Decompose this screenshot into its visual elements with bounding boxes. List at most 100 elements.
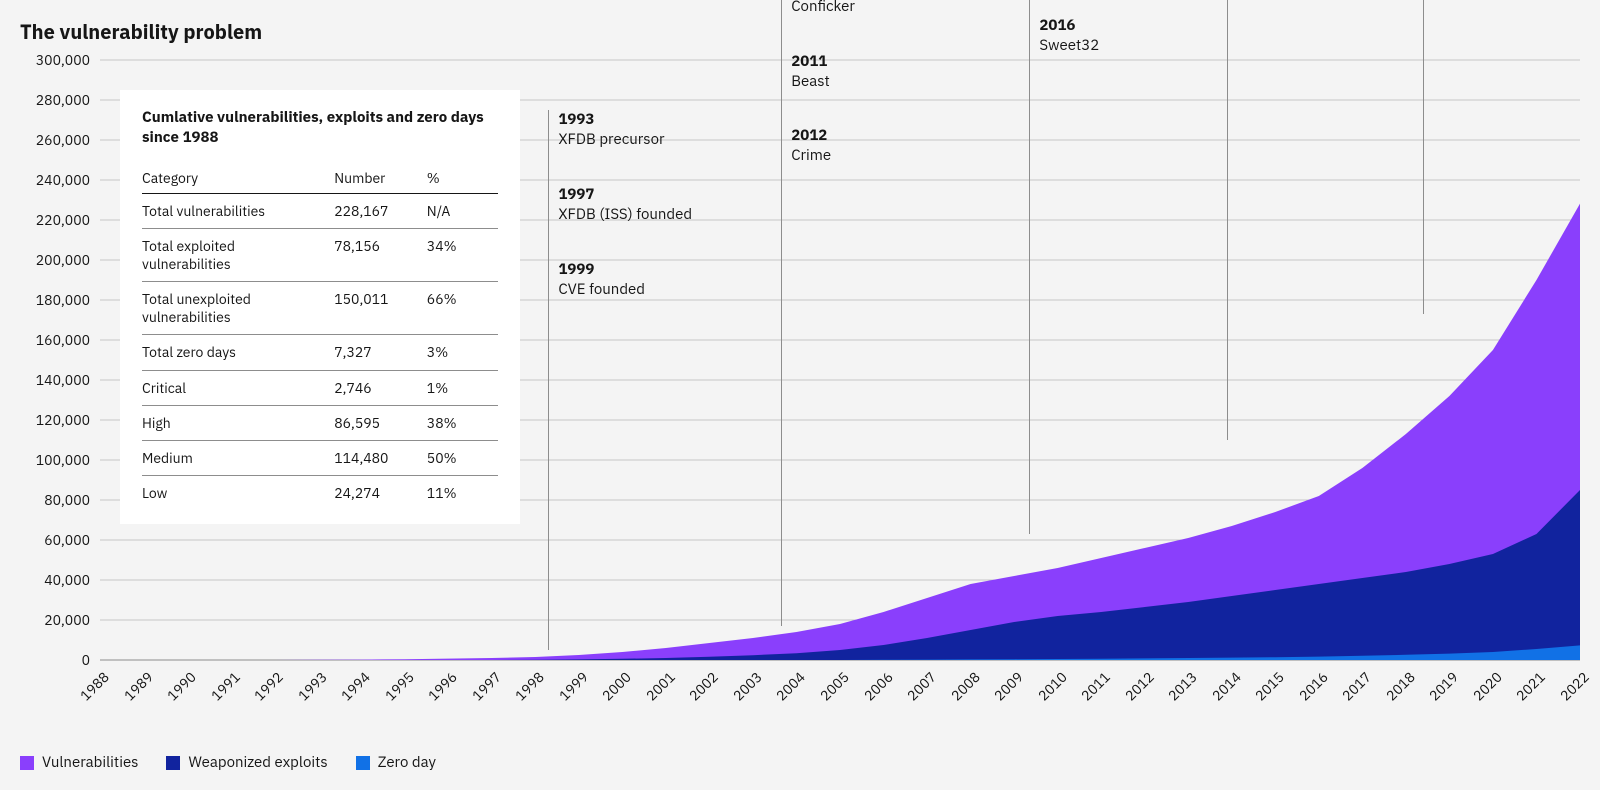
annotation-block: 2008Conficker [791, 0, 855, 18]
annotation-year: 2012 [791, 126, 831, 146]
annotation-year: 2011 [791, 52, 830, 72]
annotation-divider [1029, 0, 1030, 534]
annotation-item: Sweet32 [1039, 36, 1099, 56]
annotation-year: 2016 [1039, 16, 1099, 36]
annotation-divider [1227, 0, 1228, 440]
x-tick-label: 1999 [555, 668, 591, 704]
table-cell: 2,746 [334, 370, 427, 405]
legend-item: Zero day [356, 753, 436, 772]
x-tick-label: 2020 [1469, 668, 1505, 704]
y-tick-label: 140,000 [20, 371, 90, 389]
table-cell: Total vulnerabilities [142, 193, 334, 228]
x-tick-label: 1988 [76, 668, 112, 704]
y-tick-label: 160,000 [20, 331, 90, 349]
annotation-item: Beast [791, 72, 830, 92]
annotation-block: 1993XFDB precursor [558, 110, 664, 151]
table-cell: 114,480 [334, 441, 427, 476]
table-row: Total exploited vulnerabilities78,15634% [142, 228, 498, 281]
y-tick-label: 280,000 [20, 91, 90, 109]
annotation-item: Conficker [791, 0, 855, 18]
table-cell: Total exploited vulnerabilities [142, 228, 334, 281]
x-tick-label: 1995 [381, 668, 417, 704]
legend-swatch [20, 756, 34, 770]
x-tick-label: 2012 [1121, 668, 1157, 704]
annotation-block: 2011Beast [791, 52, 830, 93]
x-tick-label: 2006 [860, 668, 896, 704]
x-tick-label: 1997 [468, 668, 504, 704]
legend: Vulnerabilities Weaponized exploits Zero d… [20, 753, 436, 772]
annotation-block: 2012Crime [791, 126, 831, 167]
y-tick-label: 260,000 [20, 131, 90, 149]
x-tick-label: 2014 [1208, 668, 1244, 704]
table-row: High86,59538% [142, 405, 498, 440]
table-header-cell: Category [142, 163, 334, 194]
x-tick-label: 1993 [294, 668, 330, 704]
x-tick-label: 1996 [424, 668, 460, 704]
y-tick-label: 300,000 [20, 51, 90, 69]
x-tick-label: 2003 [729, 668, 765, 704]
table-cell: 228,167 [334, 193, 427, 228]
y-tick-label: 20,000 [20, 611, 90, 629]
y-tick-label: 0 [20, 651, 90, 669]
x-tick-label: 2011 [1077, 668, 1113, 704]
x-axis: 1988198919901991199219931994199519961997… [100, 660, 1580, 700]
legend-swatch [356, 756, 370, 770]
annotation-item: CVE founded [558, 280, 645, 300]
legend-label: Weaponized exploits [188, 753, 327, 772]
x-tick-label: 2005 [816, 668, 852, 704]
legend-swatch [166, 756, 180, 770]
table-cell: Low [142, 476, 334, 511]
table-cell: 150,011 [334, 282, 427, 335]
table-row: Medium114,48050% [142, 441, 498, 476]
x-tick-label: 2007 [903, 668, 939, 704]
x-tick-label: 2021 [1513, 668, 1549, 704]
table-cell: High [142, 405, 334, 440]
chart-title: The vulnerability problem [20, 18, 262, 45]
y-tick-label: 80,000 [20, 491, 90, 509]
table-cell: 24,274 [334, 476, 427, 511]
x-tick-label: 2022 [1556, 668, 1592, 704]
legend-item: Vulnerabilities [20, 753, 138, 772]
y-tick-label: 180,000 [20, 291, 90, 309]
legend-item: Weaponized exploits [166, 753, 327, 772]
table-cell: 3% [427, 335, 498, 370]
table-row: Low24,27411% [142, 476, 498, 511]
x-tick-label: 2000 [599, 668, 635, 704]
table-header-cell: Number [334, 163, 427, 194]
table-cell: Medium [142, 441, 334, 476]
x-tick-label: 2001 [642, 668, 678, 704]
table-row: Total vulnerabilities228,167N/A [142, 193, 498, 228]
annotation-year: 1997 [558, 185, 692, 205]
x-tick-label: 2013 [1164, 668, 1200, 704]
y-tick-label: 200,000 [20, 251, 90, 269]
x-tick-label: 2002 [686, 668, 722, 704]
x-tick-label: 1994 [337, 668, 373, 704]
annotation-divider [1423, 0, 1424, 314]
y-tick-label: 220,000 [20, 211, 90, 229]
table-cell: 7,327 [334, 335, 427, 370]
chart-container: The vulnerability problem 0 20,000 40,000 6… [0, 0, 1600, 790]
table-cell: 78,156 [334, 228, 427, 281]
table-cell: Total zero days [142, 335, 334, 370]
table-cell: 1% [427, 370, 498, 405]
y-axis: 020,00040,00060,00080,000100,000120,0001… [20, 60, 90, 660]
table-cell: 66% [427, 282, 498, 335]
annotation-block: 1997XFDB (ISS) founded [558, 185, 692, 226]
x-tick-label: 2016 [1295, 668, 1331, 704]
annotation-divider [548, 110, 549, 650]
table-cell: 38% [427, 405, 498, 440]
table-row: Total zero days7,3273% [142, 335, 498, 370]
summary-table-title: Cumlative vulnerabilities, exploits and … [142, 108, 498, 149]
x-tick-label: 1991 [207, 668, 243, 704]
summary-table-box: Cumlative vulnerabilities, exploits and … [120, 90, 520, 524]
annotation-item: Crime [791, 146, 831, 166]
legend-label: Zero day [378, 753, 436, 772]
table-cell: N/A [427, 193, 498, 228]
x-tick-label: 2008 [947, 668, 983, 704]
x-tick-label: 2018 [1382, 668, 1418, 704]
y-tick-label: 40,000 [20, 571, 90, 589]
x-tick-label: 2017 [1339, 668, 1375, 704]
table-cell: Total unexploited vulnerabilities [142, 282, 334, 335]
x-tick-label: 2010 [1034, 668, 1070, 704]
annotation-year: 1993 [558, 110, 664, 130]
